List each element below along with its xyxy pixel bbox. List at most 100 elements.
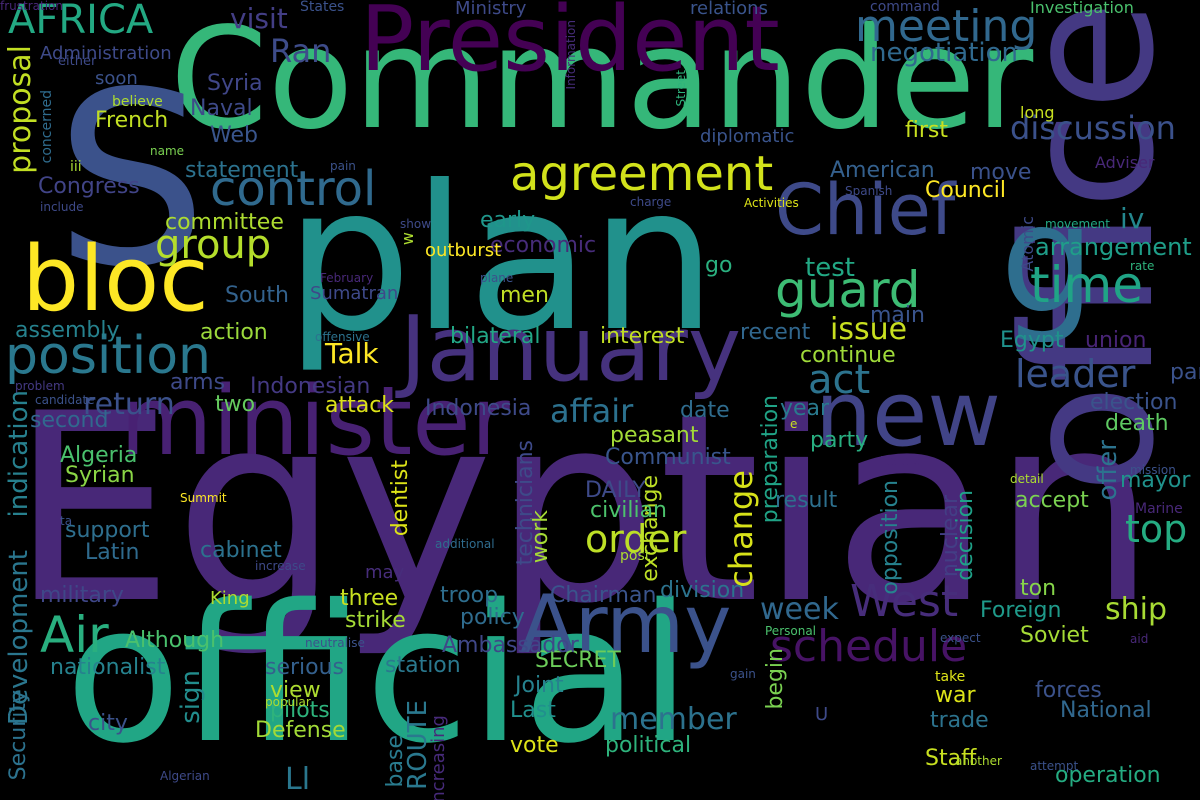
- cloud-word: Ministry: [455, 0, 527, 19]
- cloud-word: w: [398, 232, 417, 246]
- cloud-word: policy: [460, 605, 525, 630]
- cloud-word: problem: [15, 379, 65, 393]
- cloud-word: dentist: [388, 460, 413, 537]
- cloud-word: additional: [435, 537, 495, 551]
- cloud-word: Congress: [38, 174, 140, 199]
- cloud-word: Web: [210, 123, 258, 148]
- cloud-word: name: [150, 144, 185, 158]
- cloud-word: party: [810, 428, 869, 453]
- cloud-word: recent: [740, 320, 811, 345]
- cloud-word: continue: [800, 343, 896, 368]
- cloud-word: Street: [674, 70, 688, 107]
- cloud-word: Algeria: [60, 443, 138, 468]
- cloud-word: Algerian: [160, 769, 210, 783]
- cloud-word: official: [65, 564, 692, 785]
- cloud-word: ta: [60, 514, 73, 528]
- cloud-word: assembly: [15, 318, 120, 343]
- cloud-word: serious: [265, 655, 345, 680]
- cloud-word: Administration: [40, 43, 172, 64]
- cloud-word: economic: [490, 233, 597, 258]
- cloud-word: committee: [165, 210, 284, 235]
- cloud-word: King: [210, 588, 250, 609]
- cloud-word: week: [760, 592, 839, 627]
- cloud-word: Defense: [255, 718, 346, 743]
- cloud-word: candidate: [35, 393, 95, 407]
- cloud-word: sign: [176, 670, 206, 724]
- cloud-word: Latin: [85, 540, 140, 565]
- cloud-word: pilots: [270, 698, 330, 723]
- cloud-word: election: [1090, 390, 1178, 415]
- cloud-word: Syria: [207, 71, 263, 96]
- cloud-word: American: [830, 158, 935, 183]
- cloud-word: Ambassador: [442, 633, 579, 658]
- cloud-word: meeting: [855, 1, 1038, 52]
- cloud-word: troop: [440, 583, 499, 608]
- cloud-word: negotiation: [870, 38, 1019, 68]
- cloud-word: Chairman: [550, 583, 657, 608]
- cloud-word: civilian: [590, 498, 667, 523]
- cloud-word: vote: [510, 733, 559, 758]
- cloud-word: affair: [550, 392, 634, 430]
- cloud-word: French: [95, 108, 169, 133]
- cloud-word: group: [155, 222, 272, 268]
- cloud-word: station: [385, 653, 461, 678]
- cloud-word: Foreign: [980, 598, 1062, 623]
- cloud-word: concerned: [39, 90, 55, 164]
- cloud-word: second: [30, 408, 109, 433]
- cloud-word: Naval: [190, 96, 253, 121]
- cloud-word: visit: [230, 2, 288, 35]
- cloud-word: Information: [564, 20, 578, 90]
- cloud-word: Egypt: [1000, 328, 1064, 353]
- cloud-word: union: [1085, 328, 1147, 353]
- cloud-word: war: [935, 683, 976, 708]
- cloud-word: g: [1000, 173, 1096, 347]
- cloud-word: pain: [330, 159, 356, 173]
- cloud-word: increase: [255, 559, 306, 573]
- cloud-word: act: [808, 357, 871, 403]
- cloud-word: Egyptian: [10, 359, 1157, 661]
- cloud-word: base: [383, 735, 408, 788]
- cloud-word: arms: [170, 370, 226, 395]
- cloud-word: plane: [480, 271, 514, 285]
- cloud-word: mayor: [1120, 468, 1191, 493]
- cloud-word: order: [585, 517, 687, 561]
- cloud-word: post: [620, 548, 651, 564]
- cloud-word: go: [705, 253, 733, 278]
- cloud-word: Chief: [775, 169, 956, 251]
- cloud-word: test: [805, 253, 855, 283]
- cloud-word: interest: [600, 324, 685, 349]
- cloud-word: early: [480, 208, 536, 233]
- cloud-word: strike: [345, 608, 406, 633]
- cloud-word: Ran: [270, 32, 332, 70]
- cloud-word: Army: [520, 578, 732, 671]
- cloud-word: nationalist: [50, 655, 166, 680]
- cloud-word: main: [870, 303, 925, 328]
- cloud-word: States: [300, 0, 345, 15]
- cloud-word: believe: [112, 94, 163, 110]
- cloud-word: increasing: [428, 715, 449, 800]
- cloud-word: Talk: [325, 337, 379, 370]
- cloud-word: Indonesian: [250, 374, 371, 399]
- cloud-word: Commander: [170, 0, 1034, 161]
- cloud-word: DAILY: [585, 478, 646, 503]
- cloud-word: member: [610, 702, 737, 737]
- cloud-word: accept: [1015, 488, 1089, 513]
- cloud-word: National: [1060, 698, 1152, 723]
- cloud-word: date: [680, 398, 730, 423]
- cloud-word: February: [320, 271, 374, 285]
- cloud-word: part: [1170, 360, 1200, 385]
- cloud-word: expect: [940, 631, 981, 645]
- cloud-word: bilateral: [450, 324, 541, 349]
- cloud-word: frustration: [0, 0, 63, 13]
- cloud-word: Air: [40, 606, 109, 664]
- cloud-word: action: [200, 320, 268, 345]
- cloud-word: issue: [830, 312, 908, 347]
- cloud-word: cabinet: [200, 538, 282, 563]
- cloud-word: charge: [630, 195, 672, 209]
- cloud-word: attack: [325, 393, 395, 418]
- cloud-word: offer: [1093, 440, 1123, 501]
- cloud-word: forces: [1035, 678, 1102, 703]
- cloud-word: aid: [1130, 632, 1149, 646]
- cloud-word: neutralise: [305, 636, 365, 650]
- cloud-word: Federal: [880, 454, 925, 468]
